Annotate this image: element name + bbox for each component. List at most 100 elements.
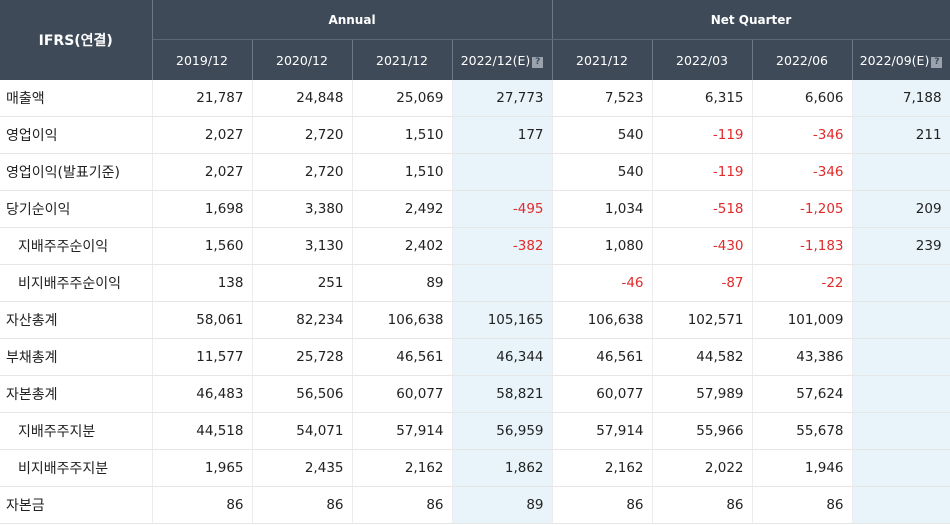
value-cell: 56,506 [252, 375, 353, 413]
value-cell: 7,188 [852, 80, 950, 117]
value-cell: 177 [452, 116, 553, 154]
value-cell: -518 [652, 190, 753, 228]
value-cell: 3,380 [252, 190, 353, 228]
value-cell: 1,080 [552, 227, 653, 265]
value-cell: 57,914 [352, 412, 453, 450]
value-cell: 2,162 [352, 449, 453, 487]
value-cell: 2,027 [152, 116, 253, 154]
value-cell: 56,959 [452, 412, 553, 450]
period-label: 2022/09(E) [859, 52, 930, 68]
value-cell: 1,560 [152, 227, 253, 265]
table-row: 영업이익 2,027 2,720 1,510 177 540 -119 -346 211 [0, 116, 950, 154]
value-cell: -346 [752, 153, 853, 191]
value-cell [852, 375, 950, 413]
value-cell: 86 [652, 486, 753, 524]
value-cell: -119 [652, 153, 753, 191]
table-row: 매출액 21,787 24,848 25,069 27,773 7,523 6,315 6,6… [0, 80, 950, 117]
value-cell: 6,315 [652, 80, 753, 117]
value-cell: 46,561 [552, 338, 653, 376]
value-cell: 2,720 [252, 116, 353, 154]
table-row: 지배주주지분 44,518 54,071 57,914 56,959 57,914 55,9… [0, 412, 950, 450]
value-cell: 138 [152, 264, 253, 302]
value-cell [452, 264, 553, 302]
value-cell: -87 [652, 264, 753, 302]
row-label: 영업이익 [0, 116, 153, 154]
quarter-group-header: Net Quarter [552, 0, 950, 40]
table-row: 자본금 86 86 86 89 86 86 86 [0, 486, 950, 524]
row-label: 지배주주지분 [0, 412, 153, 450]
period-label: 2022/03 [676, 52, 728, 68]
value-cell: 211 [852, 116, 950, 154]
value-cell: 24,848 [252, 80, 353, 117]
value-cell: 2,492 [352, 190, 453, 228]
period-header: 2022/03 [652, 39, 753, 80]
period-header: 2022/12(E)? [452, 39, 553, 80]
row-label: 비지배주주지분 [0, 449, 153, 487]
period-header: 2022/09(E)? [852, 39, 950, 80]
value-cell: 11,577 [152, 338, 253, 376]
value-cell: 2,022 [652, 449, 753, 487]
value-cell: 1,510 [352, 153, 453, 191]
value-cell: 57,989 [652, 375, 753, 413]
period-header: 2022/06 [752, 39, 853, 80]
row-label: 당기순이익 [0, 190, 153, 228]
value-cell: 82,234 [252, 301, 353, 339]
value-cell: 89 [352, 264, 453, 302]
value-cell [852, 301, 950, 339]
value-cell: 540 [552, 116, 653, 154]
table-row: 자본총계 46,483 56,506 60,077 58,821 60,077 57,989… [0, 375, 950, 413]
value-cell: 106,638 [352, 301, 453, 339]
value-cell: 540 [552, 153, 653, 191]
value-cell: -430 [652, 227, 753, 265]
value-cell [452, 153, 553, 191]
value-cell: 55,678 [752, 412, 853, 450]
value-cell: 27,773 [452, 80, 553, 117]
table-row: 영업이익(발표기준) 2,027 2,720 1,510 540 -119 -346 [0, 153, 950, 191]
value-cell: 60,077 [352, 375, 453, 413]
value-cell [852, 153, 950, 191]
value-cell: 57,624 [752, 375, 853, 413]
value-cell: 86 [152, 486, 253, 524]
row-label: 지배주주순이익 [0, 227, 153, 265]
value-cell: -46 [552, 264, 653, 302]
period-header: 2021/12 [352, 39, 453, 80]
estimate-help-icon[interactable]: ? [931, 56, 943, 68]
period-label: 2022/06 [776, 52, 828, 68]
value-cell: 101,009 [752, 301, 853, 339]
value-cell: 6,606 [752, 80, 853, 117]
period-label: 2021/12 [576, 52, 628, 68]
value-cell: 7,523 [552, 80, 653, 117]
value-cell: 60,077 [552, 375, 653, 413]
value-cell: 2,027 [152, 153, 253, 191]
table-row: 지배주주순이익 1,560 3,130 2,402 -382 1,080 -430 -1,18… [0, 227, 950, 265]
table-row: 자산총계 58,061 82,234 106,638 105,165 106,638 102… [0, 301, 950, 339]
annual-group-header: Annual [152, 0, 553, 40]
row-label: 부채총계 [0, 338, 153, 376]
value-cell: 21,787 [152, 80, 253, 117]
value-cell: 86 [552, 486, 653, 524]
ifrs-header: IFRS(연결) [0, 0, 153, 80]
value-cell: -22 [752, 264, 853, 302]
period-header: 2021/12 [552, 39, 653, 80]
row-label: 영업이익(발표기준) [0, 153, 153, 191]
row-label: 매출액 [0, 80, 153, 117]
value-cell: 1,698 [152, 190, 253, 228]
value-cell: 44,518 [152, 412, 253, 450]
table-header: IFRS(연결) Annual Net Quarter 2019/12 2020/… [0, 0, 950, 80]
value-cell: 239 [852, 227, 950, 265]
value-cell [852, 486, 950, 524]
value-cell: 46,561 [352, 338, 453, 376]
period-label: 2019/12 [176, 52, 228, 68]
value-cell: 209 [852, 190, 950, 228]
row-label: 자산총계 [0, 301, 153, 339]
value-cell: -1,183 [752, 227, 853, 265]
table-row: 비지배주주지분 1,965 2,435 2,162 1,862 2,162 2,022 1,9… [0, 449, 950, 487]
value-cell: -119 [652, 116, 753, 154]
value-cell [852, 449, 950, 487]
estimate-help-icon[interactable]: ? [532, 56, 544, 68]
value-cell: 105,165 [452, 301, 553, 339]
value-cell: 46,483 [152, 375, 253, 413]
value-cell: 46,344 [452, 338, 553, 376]
value-cell: 86 [752, 486, 853, 524]
row-label: 자본금 [0, 486, 153, 524]
